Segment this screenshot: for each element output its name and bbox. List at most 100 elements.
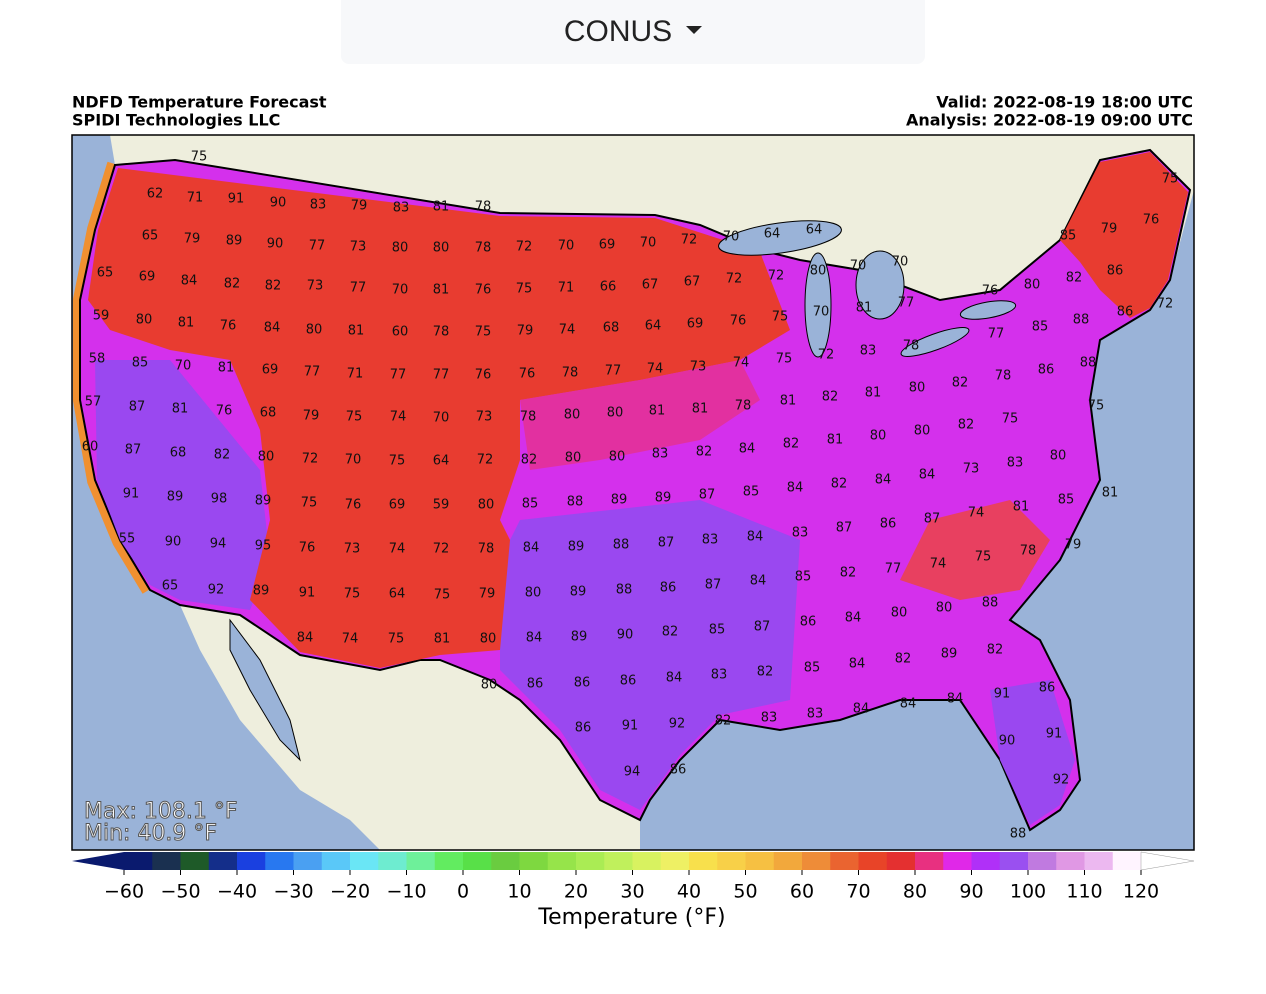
station-temperature: 74 bbox=[342, 632, 359, 647]
station-temperature: 82 bbox=[696, 445, 713, 460]
colorbar-bin bbox=[321, 852, 351, 870]
station-temperature: 81 bbox=[1102, 486, 1119, 501]
colorbar-bin bbox=[773, 852, 803, 870]
station-temperature: 75 bbox=[475, 325, 492, 340]
station-temperature: 79 bbox=[184, 232, 201, 247]
station-temperature: 74 bbox=[389, 542, 406, 557]
dropdown-label[interactable]: CONUS bbox=[563, 15, 673, 48]
station-temperature: 81 bbox=[692, 402, 709, 417]
station-temperature: 80 bbox=[258, 450, 275, 465]
station-temperature: 68 bbox=[260, 406, 277, 421]
station-temperature: 82 bbox=[662, 625, 679, 640]
colorbar-bin bbox=[830, 852, 859, 870]
station-temperature: 70 bbox=[723, 230, 740, 245]
colorbar-bin bbox=[1112, 852, 1142, 870]
station-temperature: 84 bbox=[264, 321, 281, 336]
station-temperature: 86 bbox=[800, 615, 817, 630]
station-temperature: 70 bbox=[345, 453, 362, 468]
station-temperature: 81 bbox=[433, 283, 450, 298]
station-temperature: 98 bbox=[211, 492, 228, 507]
station-temperature: 70 bbox=[892, 255, 909, 270]
station-temperature: 81 bbox=[348, 324, 365, 339]
station-temperature: 86 bbox=[880, 517, 897, 532]
station-temperature: 90 bbox=[999, 734, 1016, 749]
station-temperature: 75 bbox=[975, 550, 992, 565]
station-temperature: 57 bbox=[85, 395, 102, 410]
station-temperature: 86 bbox=[1107, 264, 1124, 279]
station-temperature: 58 bbox=[89, 352, 106, 367]
station-temperature: 85 bbox=[522, 497, 539, 512]
station-temperature: 84 bbox=[849, 657, 866, 672]
station-temperature: 85 bbox=[1058, 493, 1075, 508]
station-temperature: 89 bbox=[655, 491, 672, 506]
colorbar-bin bbox=[152, 852, 181, 870]
station-temperature: 88 bbox=[616, 583, 633, 598]
station-temperature: 72 bbox=[768, 269, 785, 284]
colorbar-bin bbox=[971, 852, 1001, 870]
station-temperature: 92 bbox=[208, 583, 225, 598]
station-temperature: 65 bbox=[142, 229, 159, 244]
station-temperature: 82 bbox=[265, 279, 282, 294]
station-temperature: 66 bbox=[600, 280, 617, 295]
station-temperature: 75 bbox=[346, 410, 363, 425]
station-temperature: 80 bbox=[607, 406, 624, 421]
min-label: Min: 40.9 °F bbox=[84, 821, 217, 846]
station-temperature: 74 bbox=[390, 410, 407, 425]
station-temperature: 74 bbox=[930, 557, 947, 572]
station-temperature: 80 bbox=[306, 323, 323, 338]
station-temperature: 76 bbox=[220, 319, 237, 334]
station-temperature: 86 bbox=[1117, 305, 1134, 320]
station-temperature: 84 bbox=[750, 574, 767, 589]
station-temperature: 74 bbox=[733, 356, 750, 371]
station-temperature: 87 bbox=[125, 443, 142, 458]
station-temperature: 81 bbox=[780, 394, 797, 409]
station-temperature: 81 bbox=[434, 632, 451, 647]
lake-huron bbox=[855, 250, 905, 320]
station-temperature: 84 bbox=[747, 530, 764, 545]
colorbar-bin bbox=[519, 852, 549, 870]
atlantic-ocean bbox=[640, 190, 1194, 850]
station-temperature: 84 bbox=[526, 631, 543, 646]
colorbar-tick-label: 120 bbox=[1123, 881, 1159, 903]
station-temperature: 87 bbox=[699, 488, 716, 503]
station-temperature: 89 bbox=[226, 234, 243, 249]
station-temperature: 80 bbox=[392, 241, 409, 256]
station-temperature: 64 bbox=[806, 223, 823, 238]
station-temperature: 89 bbox=[570, 585, 587, 600]
station-temperature: 76 bbox=[475, 283, 492, 298]
dropdown-caret[interactable] bbox=[686, 26, 703, 34]
colorbar-bin bbox=[886, 852, 916, 870]
station-temperature: 82 bbox=[783, 437, 800, 452]
station-temperature: 80 bbox=[936, 601, 953, 616]
station-temperature: 80 bbox=[564, 408, 581, 423]
map-frame bbox=[71, 134, 1195, 851]
station-temperature: 73 bbox=[963, 462, 980, 477]
station-temperature: 80 bbox=[870, 429, 887, 444]
station-temperature: 88 bbox=[1073, 313, 1090, 328]
station-temperature: 67 bbox=[684, 275, 701, 290]
valid-time: Valid: 2022-08-19 18:00 UTC bbox=[936, 93, 1193, 112]
station-temperature: 75 bbox=[389, 454, 406, 469]
station-temperature: 71 bbox=[187, 191, 204, 206]
station-temperature: 81 bbox=[649, 404, 666, 419]
region-dropdown[interactable]: CONUS bbox=[341, 0, 925, 64]
colorbar-tick-label: −20 bbox=[330, 881, 370, 903]
station-temperature: 73 bbox=[690, 360, 707, 375]
station-temperature: 84 bbox=[853, 702, 870, 717]
station-temperature: 78 bbox=[475, 200, 492, 215]
station-temperature: 85 bbox=[1032, 320, 1049, 335]
station-temperature: 75 bbox=[434, 588, 451, 603]
station-temperature: 77 bbox=[304, 365, 321, 380]
station-temperature: 84 bbox=[739, 442, 756, 457]
transition-region bbox=[520, 360, 760, 470]
station-temperature: 88 bbox=[982, 596, 999, 611]
colorbar-bin bbox=[802, 852, 831, 870]
analysis-time: Analysis: 2022-08-19 09:00 UTC bbox=[906, 111, 1193, 130]
warm-region bbox=[95, 360, 270, 610]
station-temperature: 70 bbox=[392, 283, 409, 298]
station-temperature: 87 bbox=[705, 578, 722, 593]
station-temperature: 80 bbox=[565, 451, 582, 466]
station-temperature: 83 bbox=[1007, 456, 1024, 471]
station-temperature: 76 bbox=[982, 284, 999, 299]
station-temperature: 90 bbox=[270, 196, 287, 211]
